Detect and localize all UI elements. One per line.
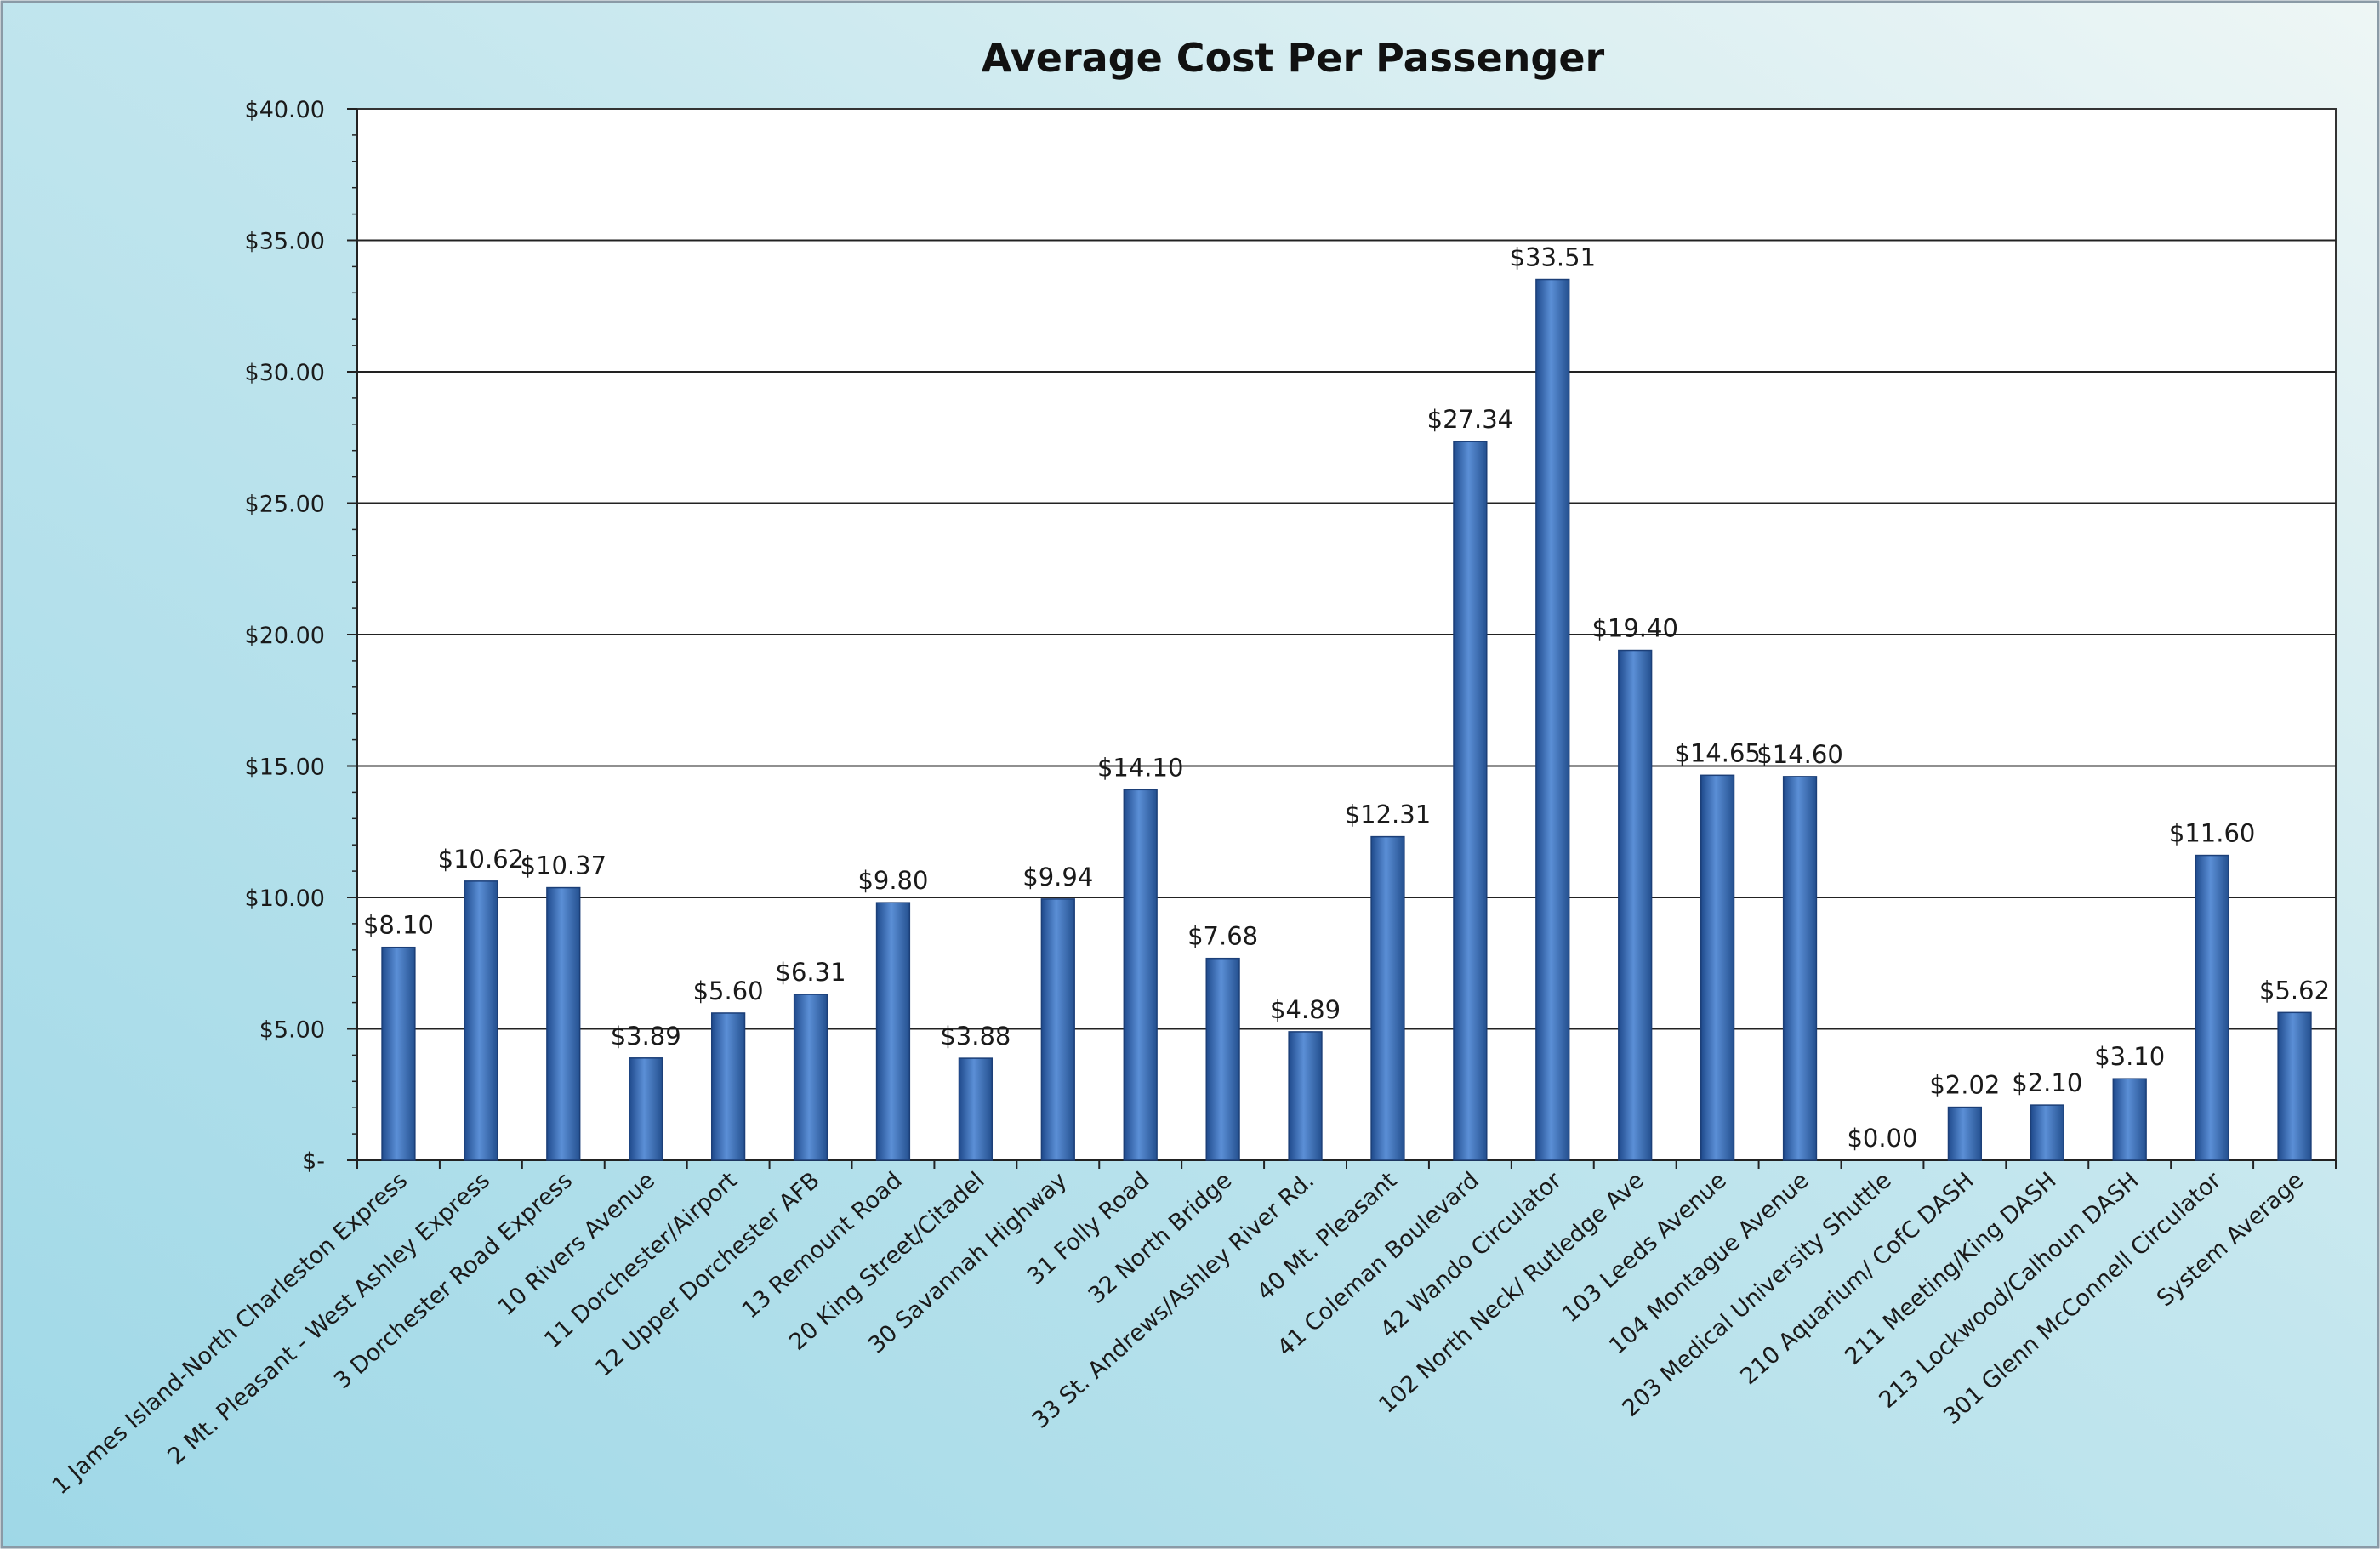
bar [464,880,498,1161]
bar [1947,1106,1983,1161]
y-axis: $- $5.00 $10.00 $15.00 $20.00 $25.00 $30.00 $35… [245,97,2336,1175]
bar [710,1012,746,1161]
y-tick-label: $10.00 [245,886,325,912]
bar [1123,789,1158,1161]
data-label: $7.68 [1187,922,1258,951]
data-label: $8.10 [363,911,434,940]
bar [1040,898,1075,1161]
bar [1700,774,1735,1161]
bar [793,994,828,1161]
bar [1288,1031,1323,1161]
data-label: $6.31 [776,958,846,987]
data-label: $3.10 [2094,1042,2165,1071]
data-label: $14.60 [1757,740,1842,769]
bar [1535,278,1570,1161]
y-tick-label: $5.00 [259,1017,325,1044]
bar [2030,1104,2064,1161]
data-label: $11.60 [2169,819,2255,848]
bar [1453,441,1488,1161]
y-tick-label: $30.00 [245,360,325,386]
data-label: $2.10 [2012,1068,2082,1097]
data-label: $5.62 [2259,976,2330,1005]
bar [2195,854,2229,1161]
chart-title: Average Cost Per Passenger [982,35,1605,81]
data-label: $4.89 [1270,995,1341,1024]
bar [1370,835,1405,1161]
data-label: $14.10 [1097,753,1183,782]
data-label: $12.31 [1345,800,1431,829]
bars [381,278,2312,1161]
data-label: $5.60 [693,977,764,1005]
data-label: $33.51 [1510,243,1596,272]
bar [958,1057,994,1161]
bar [381,946,416,1161]
bar [1782,776,1818,1161]
data-label: $9.94 [1022,863,1093,891]
bar [1618,649,1653,1161]
gridlines [357,239,2336,1030]
bar [875,902,911,1161]
data-label: $19.40 [1591,614,1677,643]
y-tick-label: $35.00 [245,229,325,255]
data-label: $2.02 [1929,1071,2000,1100]
y-tick-label: $40.00 [245,97,325,123]
data-labels: $8.10 $10.62$10.37 $3.89 $5.60 $6.31 $9.80 $3.… [363,243,2330,1153]
y-tick-label: $25.00 [245,492,325,518]
data-label: $10.37 [521,851,606,880]
data-label: $14.65 [1674,738,1760,767]
bar [2277,1011,2312,1161]
data-label: $27.34 [1427,405,1513,434]
bar [629,1057,663,1161]
data-label: $9.80 [857,866,928,895]
data-label: $3.88 [940,1022,1011,1051]
y-tick-label: $15.00 [245,755,325,781]
data-label: $0.00 [1847,1124,1917,1153]
bar [1205,957,1240,1161]
bar [546,886,581,1161]
y-tick-label: $- [302,1148,325,1175]
y-tick-label: $20.00 [245,623,325,649]
data-label: $3.89 [611,1022,681,1051]
bar [2112,1078,2147,1161]
data-label: $10.62 [438,845,524,874]
